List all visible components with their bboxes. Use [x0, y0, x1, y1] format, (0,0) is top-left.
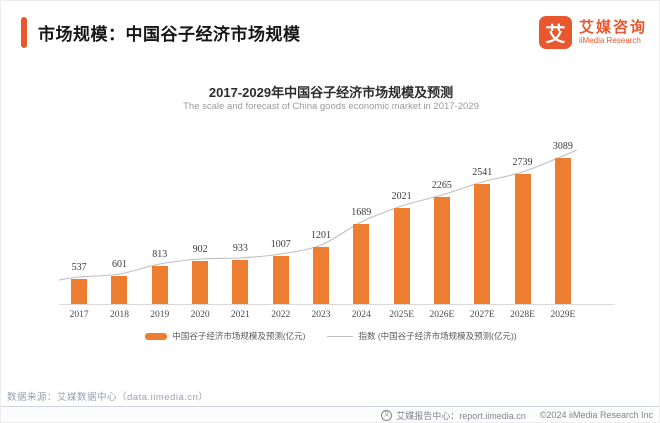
bar-2019 [151, 266, 168, 304]
bottom-bar: 艾 艾媒报告中心：report.iimedia.cn ©2024 iiMedia… [1, 407, 653, 422]
data-source-note: 数据来源：艾媒数据中心（data.iimedia.cn） [7, 392, 209, 403]
legend-bar-label: 中国谷子经济市场规模及预测(亿元) [172, 331, 306, 341]
value-label-2023: 1201 [311, 230, 331, 241]
chart-legend: 中国谷子经济市场规模及预测(亿元) 指数 (中国谷子经济市场规模及预测(亿元)) [1, 330, 659, 342]
chart-title: 2017-2029年中国谷子经济市场规模及预测 [208, 85, 454, 100]
iimedia-seal-icon: 艾 [381, 409, 393, 421]
bar-2026E [433, 197, 450, 304]
page-title: 市场规模：中国谷子经济市场规模 [38, 24, 301, 44]
legend-line-swatch [327, 335, 354, 337]
x-axis-line [59, 304, 615, 305]
value-label-2018: 601 [111, 259, 127, 270]
iimedia-logo-icon: 艾 [538, 15, 572, 49]
bar-2023 [313, 247, 329, 304]
value-label-2020: 902 [192, 244, 208, 255]
value-label-2029E: 3089 [552, 141, 573, 152]
x-tick-2028E: 2028E [510, 310, 535, 320]
chart-subtitle: The scale and forecast of China goods ec… [183, 101, 479, 112]
x-tick-2027E: 2027E [469, 310, 495, 320]
x-tick-2018: 2018 [109, 310, 129, 320]
value-label-2019: 813 [152, 249, 168, 260]
report-center-link: 艾媒报告中心：report.iimedia.cn [396, 410, 526, 421]
header: 市场规模：中国谷子经济市场规模 艾 艾媒咨询 iiMedia Research [21, 10, 647, 54]
bar-2017 [71, 279, 88, 304]
x-tick-2017: 2017 [69, 310, 89, 320]
legend-line-label: 指数 (中国谷子经济市场规模及预测(亿元)) [358, 331, 517, 341]
chart-canvas: 537 601 813 902 933 1007 1201 1689 2021 2265 2541 2… [1, 129, 659, 325]
value-label-2024: 1689 [351, 207, 372, 218]
value-label-2026E: 2265 [431, 180, 452, 191]
x-tick-2019: 2019 [150, 310, 170, 320]
bar-2027E [474, 184, 491, 304]
x-tick-2020: 2020 [190, 310, 210, 320]
x-tick-2023: 2023 [311, 310, 331, 320]
x-tick-2026E: 2026E [429, 310, 455, 320]
value-label-2022: 1007 [270, 239, 291, 250]
iimedia-logo: 艾 艾媒咨询 iiMedia Research [538, 15, 647, 49]
copyright-text: ©2024 iiMedia Research Inc [539, 410, 653, 420]
value-label-2028E: 2739 [512, 157, 533, 168]
x-tick-2022: 2022 [271, 310, 291, 320]
value-label-2025E: 2021 [391, 191, 412, 202]
bar-2025E [393, 208, 410, 304]
bar-2029E [554, 158, 571, 304]
footer-divider [1, 406, 659, 407]
logo-name-en: iiMedia Research [578, 36, 641, 46]
legend-bar-swatch [145, 332, 168, 340]
legend-item-trendline: 指数 (中国谷子经济市场规模及预测(亿元)) [327, 330, 517, 342]
value-label-2027E: 2541 [472, 167, 493, 178]
bar-2022 [272, 256, 289, 304]
bar-2024 [353, 224, 370, 304]
accent-bar [21, 16, 27, 48]
value-label-2021: 933 [232, 243, 248, 254]
value-label-2017: 537 [71, 262, 87, 273]
x-tick-2029E: 2029E [550, 310, 576, 320]
bar-2020 [192, 261, 209, 304]
bar-2018 [111, 276, 128, 304]
x-tick-2024: 2024 [351, 310, 371, 320]
logo-name-cn: 艾媒咨询 [578, 18, 647, 36]
legend-item-bars: 中国谷子经济市场规模及预测(亿元) [145, 330, 305, 342]
bar-2021 [232, 260, 249, 304]
x-tick-2021: 2021 [230, 310, 250, 320]
x-tick-2025E: 2025E [389, 310, 415, 320]
bar-2028E [514, 174, 531, 304]
